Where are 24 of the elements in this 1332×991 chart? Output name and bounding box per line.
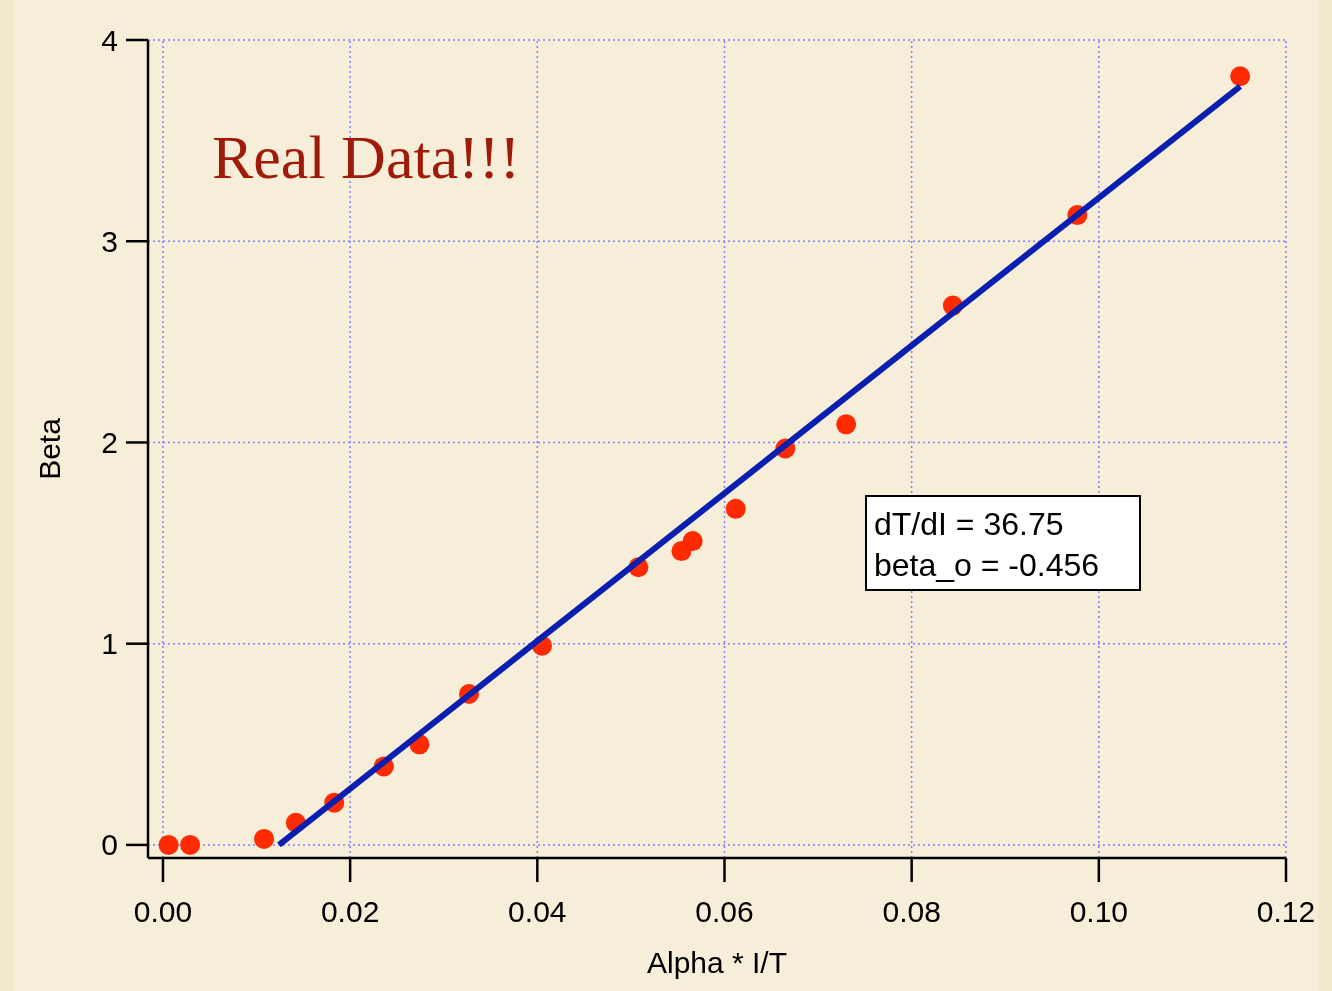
point <box>836 414 857 435</box>
x-tick-label: 0.12 <box>1256 895 1316 928</box>
x-axis-title: Alpha * I/T <box>646 946 788 979</box>
annotation: dT/dI = 36.75 <box>874 506 1064 542</box>
y-tick-label: 2 <box>101 425 118 459</box>
y-axis-title: Beta <box>33 417 66 480</box>
point <box>682 531 703 552</box>
point <box>1230 66 1251 87</box>
point <box>725 498 746 519</box>
x-tick-label: 0.10 <box>1069 895 1129 928</box>
point <box>254 828 275 849</box>
y-tick-label: 3 <box>101 224 118 258</box>
annotation: Real Data!!! <box>212 123 521 191</box>
point <box>180 834 201 855</box>
x-tick-label: 0.02 <box>320 895 380 928</box>
y-tick-label: 4 <box>101 23 118 57</box>
point <box>158 834 179 855</box>
y-tick-label: 0 <box>101 828 118 862</box>
annotation: beta_o = -0.456 <box>874 547 1100 583</box>
x-tick-label: 0.06 <box>695 895 754 928</box>
x-tick-label: 0.04 <box>508 895 567 928</box>
y-tick-label: 1 <box>101 627 118 661</box>
x-tick-label: 0.00 <box>133 895 193 928</box>
x-tick-label: 0.08 <box>882 895 941 928</box>
